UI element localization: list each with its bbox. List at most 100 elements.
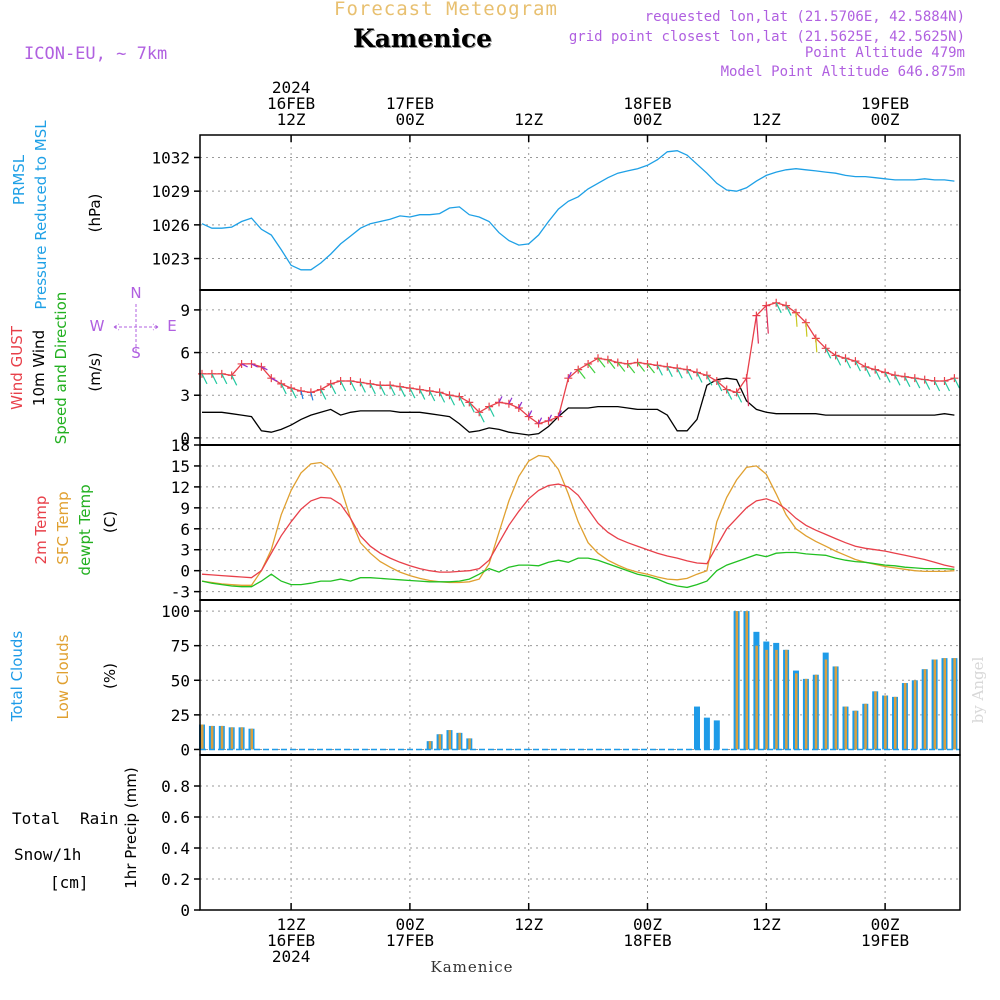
low-cloud-bar bbox=[804, 678, 808, 750]
wind-gust-marker bbox=[732, 388, 741, 397]
cloud-unit-label: (%) bbox=[101, 663, 119, 689]
wind-direction-arrow bbox=[597, 357, 606, 368]
wind-direction-arrow bbox=[656, 365, 663, 376]
wind-gust-marker bbox=[534, 419, 543, 428]
location-title: Kamenice bbox=[353, 24, 493, 53]
wind-gust-marker bbox=[455, 392, 464, 401]
wind-direction-arrow bbox=[775, 302, 782, 314]
temp-unit-label: (C) bbox=[101, 511, 119, 533]
x-tick-label-top: 18FEB bbox=[623, 94, 671, 113]
wind-gust-marker bbox=[396, 382, 404, 391]
wind-direction-arrow bbox=[439, 392, 446, 403]
wind-direction-arrow bbox=[448, 394, 456, 406]
compass-south: S bbox=[131, 344, 141, 362]
low-cloud-bar bbox=[775, 649, 778, 750]
wind-direction-arrow bbox=[934, 380, 941, 392]
wind-direction-arrow bbox=[627, 363, 636, 374]
wind-direction-arrow bbox=[587, 363, 596, 374]
x-tick-label-bottom: 12Z bbox=[277, 915, 306, 934]
wind-direction-arrow bbox=[914, 377, 921, 389]
wind-direction-arrow bbox=[815, 338, 818, 353]
wind-direction-arrow bbox=[547, 414, 553, 422]
x-tick-label-top: 2024 bbox=[272, 78, 311, 97]
wind-gust-marker bbox=[574, 365, 583, 374]
x-tick-label-top: 00Z bbox=[395, 110, 424, 129]
wind-direction-arrow bbox=[676, 367, 683, 379]
y-tick-label: 6 bbox=[180, 520, 190, 539]
low-cloud-bar bbox=[240, 727, 244, 750]
precip-snow-unit: [cm] bbox=[50, 873, 89, 892]
wind-gust-marker bbox=[693, 368, 701, 377]
low-cloud-bar bbox=[894, 696, 897, 750]
wind-gust-marker bbox=[267, 374, 276, 383]
low-cloud-bar bbox=[755, 645, 758, 750]
compass-east: E bbox=[167, 317, 176, 335]
low-cloud-bar bbox=[844, 706, 847, 750]
wind-gust-marker bbox=[386, 381, 395, 390]
wind-direction-arrow bbox=[468, 402, 475, 413]
y-tick-label: 3 bbox=[180, 386, 190, 405]
wind-direction-arrow bbox=[835, 355, 842, 366]
x-tick-label-bottom: 19FEB bbox=[861, 931, 909, 950]
y-tick-label: -3 bbox=[171, 583, 190, 602]
wind-gust-marker bbox=[376, 381, 385, 390]
low-cloud-bar bbox=[864, 703, 867, 750]
low-cloud-bar bbox=[884, 695, 887, 750]
model-altitude: Model Point Altitude 646.875m bbox=[720, 64, 965, 80]
y-tick-label: 0 bbox=[180, 429, 190, 448]
low-cloud-bar bbox=[201, 724, 204, 750]
y-tick-label: 3 bbox=[180, 541, 190, 560]
y-tick-label: 0 bbox=[180, 740, 190, 759]
low-clouds-label: Low Clouds bbox=[54, 634, 72, 719]
wind-gust-marker bbox=[900, 372, 909, 381]
wind-gust-marker bbox=[207, 369, 216, 378]
y-tick-label: 75 bbox=[171, 637, 190, 656]
y-tick-label: 1032 bbox=[151, 148, 190, 167]
y-tick-label: 0.6 bbox=[161, 808, 190, 827]
wind-direction-arrow bbox=[755, 315, 759, 344]
wind-direction-arrow bbox=[488, 406, 495, 417]
wind-direction-arrow bbox=[261, 366, 268, 371]
panel-frame bbox=[199, 134, 961, 291]
wind-direction-arrow bbox=[557, 410, 562, 417]
wind-gust-label: Wind GUST bbox=[8, 325, 26, 410]
low-cloud-bar bbox=[785, 649, 788, 750]
wind-gust-marker bbox=[445, 391, 454, 400]
wind-direction-arrow bbox=[201, 373, 208, 385]
total-cloud-bar bbox=[713, 720, 720, 750]
wind-direction-arrow bbox=[637, 362, 646, 372]
wind-direction-arrow bbox=[379, 385, 386, 396]
low-cloud-bar bbox=[458, 732, 461, 750]
y-tick-label: 6 bbox=[180, 344, 190, 363]
precip-rain-label: Rain bbox=[80, 809, 119, 828]
panel-frame bbox=[199, 289, 961, 446]
low-cloud-bar bbox=[903, 683, 907, 750]
wind-direction-arrow bbox=[310, 392, 314, 401]
wind-direction-arrow bbox=[518, 401, 523, 409]
low-cloud-bar bbox=[250, 728, 253, 750]
x-tick-label-bottom: 18FEB bbox=[623, 931, 671, 950]
precip-total-label: Total bbox=[12, 809, 60, 828]
wind-gust-marker bbox=[277, 379, 286, 388]
wind-gust-marker bbox=[366, 379, 375, 388]
wind-direction-arrow bbox=[429, 390, 436, 402]
wind-direction-arrow bbox=[844, 357, 852, 369]
low-cloud-bar bbox=[438, 734, 442, 750]
wind-direction-arrow bbox=[290, 387, 297, 399]
wind-direction-arrow bbox=[567, 371, 572, 379]
wind-direction-arrow bbox=[726, 389, 733, 400]
y-tick-label: 12 bbox=[171, 478, 190, 497]
x-tick-label-top: 17FEB bbox=[386, 94, 434, 113]
gridpoint-coords: grid point closest lon,lat (21.5625E, 42… bbox=[568, 29, 965, 45]
precip-axis-label: 1hr Precip (mm) bbox=[122, 767, 140, 888]
wind-direction-arrow bbox=[943, 380, 951, 392]
point-altitude: Point Altitude 479m bbox=[804, 45, 965, 61]
total-cloud-bar bbox=[694, 706, 700, 750]
low-cloud-bar bbox=[854, 710, 857, 750]
requested-coords: requested lon,lat (21.5706E, 42.5884N) bbox=[644, 9, 965, 25]
low-cloud-bar bbox=[923, 669, 927, 750]
wind-gust-marker bbox=[930, 377, 939, 386]
wind-gust-marker bbox=[306, 388, 315, 397]
y-tick-label: 0.4 bbox=[161, 839, 190, 858]
